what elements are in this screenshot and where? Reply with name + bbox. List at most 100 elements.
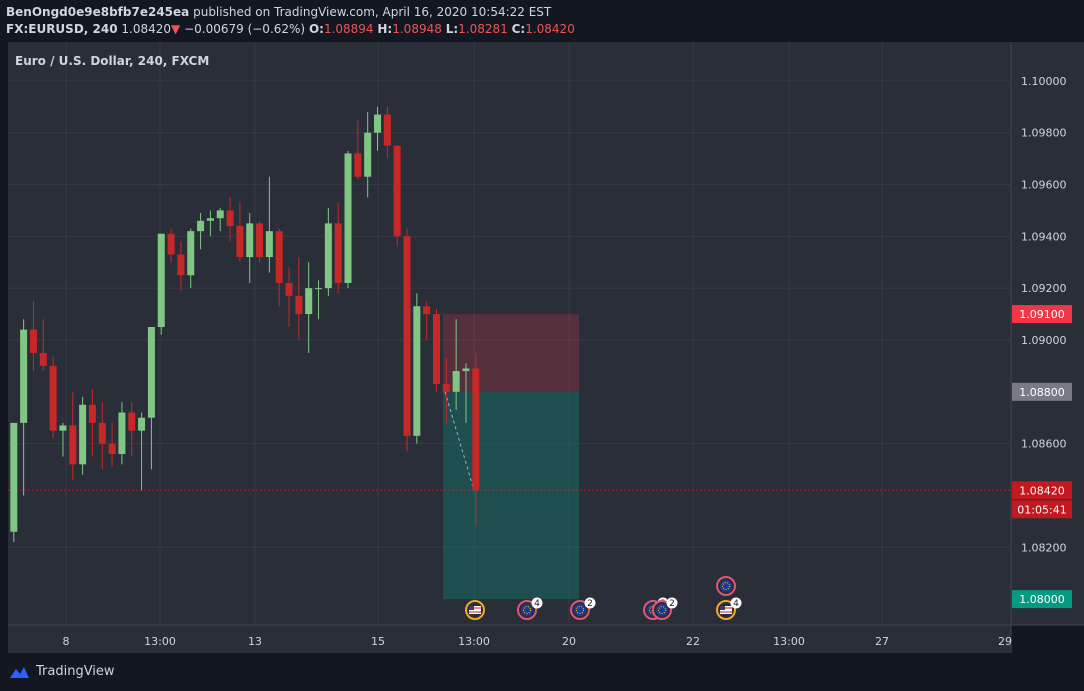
candle-body[interactable] [344, 153, 352, 283]
brand-name: TradingView [36, 664, 115, 679]
y-tick-label: 1.09200 [1021, 282, 1067, 295]
event-marker[interactable]: 2 [652, 597, 678, 620]
candle-body[interactable] [118, 412, 126, 454]
candle-body[interactable] [364, 132, 372, 177]
candle-body[interactable] [442, 384, 450, 392]
published-text: published on TradingView.com, April 16, … [193, 5, 552, 19]
candle-body[interactable] [20, 329, 28, 423]
tradingview-logo[interactable]: TradingView [8, 664, 115, 679]
candle-body[interactable] [39, 352, 47, 366]
candle-body[interactable] [226, 210, 234, 226]
candle-body[interactable] [187, 231, 195, 276]
candle-body[interactable] [49, 365, 57, 431]
open-value: 1.08894 [323, 22, 374, 36]
candle-body[interactable] [79, 404, 87, 465]
y-tick-label: 1.10000 [1021, 75, 1067, 88]
author-name[interactable]: BenOngd0e9e8bfb7e245ea [6, 5, 190, 19]
candle-body[interactable] [256, 223, 264, 258]
candle-body[interactable] [157, 233, 165, 328]
candle-body[interactable] [167, 233, 175, 255]
eu-flag-stars [722, 582, 730, 590]
candle-body[interactable] [206, 218, 214, 221]
plot-area[interactable] [8, 42, 1011, 625]
price-badge-label: 1.08000 [1019, 593, 1065, 606]
event-count-badge [730, 597, 742, 609]
candle-body[interactable] [383, 114, 391, 146]
candle-body[interactable] [295, 295, 303, 315]
candle-body[interactable] [128, 412, 136, 431]
y-tick-label: 1.09400 [1021, 230, 1067, 243]
event-marker[interactable]: 4 [716, 597, 742, 620]
eu-flag-stars [658, 606, 666, 614]
candle-body[interactable] [59, 425, 67, 431]
candle-body[interactable] [88, 404, 96, 423]
take-profit-zone[interactable] [443, 391, 579, 600]
event-count-badge [531, 597, 543, 609]
price-axis[interactable] [1011, 42, 1084, 625]
price-badge-label: 1.09100 [1019, 308, 1065, 321]
candle-body[interactable] [393, 145, 401, 237]
event-marker[interactable] [465, 600, 485, 620]
event-marker[interactable]: 4 [517, 597, 543, 620]
candle-body[interactable] [413, 306, 421, 436]
price-badge-label: 1.08420 [1019, 484, 1065, 497]
event-count-label: 2 [587, 599, 593, 609]
price-badge-label: 01:05:41 [1017, 503, 1066, 516]
eu-flag-stars [523, 606, 531, 614]
eu-flag-stars [576, 606, 584, 614]
price-badge [1012, 500, 1072, 519]
candle-body[interactable] [216, 210, 224, 219]
candle-body[interactable] [452, 371, 460, 392]
us-flag-icon [720, 606, 732, 614]
open-label: O: [308, 22, 324, 36]
candle-body[interactable] [29, 329, 37, 353]
candle-body[interactable] [147, 327, 155, 418]
chart-header: BenOngd0e9e8bfb7e245ea published on Trad… [0, 0, 1084, 40]
x-tick-label: 22 [686, 635, 700, 648]
trade-path-line [444, 391, 475, 491]
y-tick-label: 1.08200 [1021, 541, 1067, 554]
candle-body[interactable] [275, 231, 283, 283]
ohlc-line: FX:EURUSD, 240 1.08420▼ −0.00679 (−0.62%… [6, 22, 575, 36]
candle-body[interactable] [285, 282, 293, 296]
candle-body[interactable] [236, 225, 244, 258]
candle-body[interactable] [423, 306, 431, 315]
candle-body[interactable] [334, 223, 342, 283]
stop-loss-zone[interactable] [443, 314, 579, 392]
event-count-label: 2 [669, 599, 675, 609]
time-axis[interactable] [8, 625, 1011, 653]
candle-body[interactable] [197, 220, 205, 232]
low-value: 1.08281 [458, 22, 508, 36]
event-marker[interactable] [716, 576, 736, 596]
last-price: 1.08420 [121, 22, 172, 36]
candle-body[interactable] [315, 288, 323, 290]
candle-body[interactable] [10, 422, 18, 532]
price-badge [1012, 305, 1072, 324]
candle-body[interactable] [354, 153, 362, 177]
candle-body[interactable] [374, 114, 382, 133]
x-tick-label: 20 [562, 635, 576, 648]
candle-body[interactable] [472, 368, 480, 491]
event-count-label: 4 [733, 599, 739, 609]
candle-body[interactable] [177, 254, 185, 276]
event-marker[interactable]: 2 [570, 597, 596, 620]
candle-body[interactable] [98, 422, 106, 444]
candle-body[interactable] [138, 417, 146, 431]
candle-body[interactable] [305, 288, 313, 315]
x-tick-label: 13 [248, 635, 262, 648]
candle-body[interactable] [265, 231, 273, 258]
event-count-badge [666, 597, 678, 609]
candle-body[interactable] [403, 236, 411, 436]
chart-title: Euro / U.S. Dollar, 240, FXCM [15, 54, 209, 68]
candle-body[interactable] [432, 314, 440, 385]
y-tick-label: 1.09800 [1021, 127, 1067, 140]
candle-body[interactable] [324, 223, 332, 289]
close-value: 1.08420 [525, 22, 575, 36]
candle-body[interactable] [108, 443, 116, 454]
candle-body[interactable] [69, 425, 77, 465]
x-tick-label: 8 [63, 635, 70, 648]
x-tick-label: 13:00 [144, 635, 176, 648]
candle-body[interactable] [246, 223, 254, 258]
candle-body[interactable] [462, 368, 470, 372]
